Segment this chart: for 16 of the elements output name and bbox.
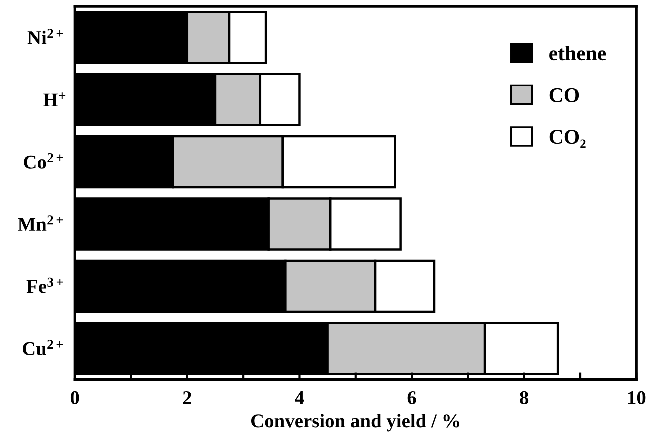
y-tick-label: Fe$^{3+}$ [26,278,64,294]
x-tick-label: 6 [408,391,416,405]
x-tick-label: 0 [70,391,80,405]
legend-label: CO [550,88,580,102]
legend-label: ethene [550,46,606,61]
x-tick-label: 4 [295,392,304,404]
y-tick-label: Cu$^{2+}$ [22,340,64,356]
x-axis-title: Conversion and yield / % [251,414,460,432]
x-tick-label: 2 [183,391,192,404]
y-tick-label: Co$^{2+}$ [24,153,64,169]
x-tick-label: 8 [520,391,529,405]
y-tick-label: Ni$^{2+}$ [28,29,64,44]
y-tick-label: Mn$^{2+}$ [18,216,64,231]
x-tick-label: 10 [628,391,646,405]
y-tick-label: H$^{+}$ [44,92,66,107]
legend-label: CO₂ [550,130,586,148]
